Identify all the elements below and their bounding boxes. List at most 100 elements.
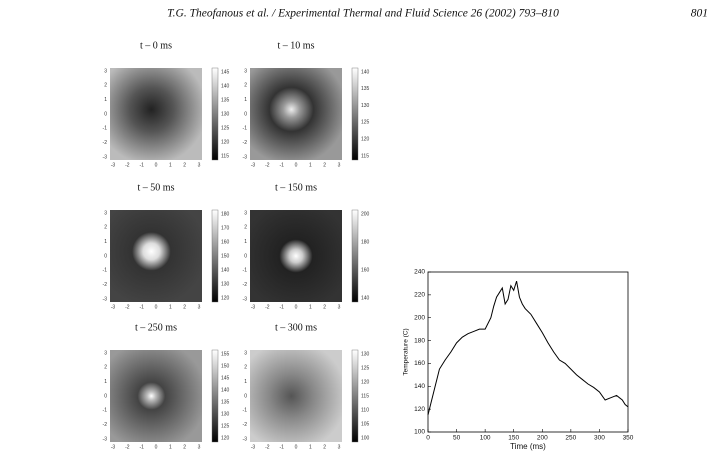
heatmap-image — [250, 350, 342, 442]
image-y-tick-label: 3 — [244, 68, 247, 74]
image-x-tick-label: 0 — [155, 162, 158, 168]
image-y-tick-label: -1 — [103, 268, 108, 274]
y-axis-label: Temperature (C) — [403, 328, 410, 375]
colorbar-tick-label: 140 — [221, 387, 230, 393]
colorbar-tick-label: 140 — [221, 267, 230, 273]
image-x-tick-label: -2 — [265, 444, 270, 450]
x-tick-label: 350 — [623, 435, 634, 442]
image-x-tick-label: 0 — [295, 444, 298, 450]
colorbar-tick-label: 135 — [221, 97, 230, 103]
colorbar-tick-label: 110 — [361, 407, 369, 413]
colorbar-tick-label: 135 — [221, 399, 230, 405]
image-x-tick-label: 2 — [183, 444, 186, 450]
image-x-tick-label: 3 — [198, 304, 201, 310]
image-y-tick-label: 2 — [244, 225, 247, 231]
data-line — [427, 280, 629, 415]
image-x-tick-label: 1 — [169, 444, 172, 450]
x-tick-label: 150 — [508, 435, 519, 442]
colorbar — [211, 67, 219, 161]
image-y-tick-label: -1 — [243, 268, 248, 274]
image-x-tick-label: 3 — [338, 162, 341, 168]
image-x-tick-label: -1 — [139, 304, 144, 310]
image-x-tick-label: -3 — [111, 444, 116, 450]
y-tick-label: 160 — [414, 360, 425, 367]
colorbar-tick-label: 120 — [361, 379, 370, 385]
y-tick-label: 180 — [414, 337, 425, 344]
colorbar-tick-label: 130 — [221, 111, 230, 117]
image-x-tick-label: 1 — [169, 304, 172, 310]
panel-title: t – 50 ms — [138, 182, 175, 193]
image-x-tick-label: 0 — [155, 444, 158, 450]
colorbar-tick-label: 130 — [361, 103, 370, 109]
plot-frame — [427, 271, 629, 433]
image-x-tick-label: 1 — [309, 444, 312, 450]
colorbar — [351, 209, 359, 303]
x-tick-label: 250 — [565, 435, 576, 442]
colorbar-tick-label: 125 — [221, 125, 230, 131]
y-tick-label: 200 — [414, 314, 425, 321]
heatmap-image — [110, 210, 202, 302]
image-x-tick-label: 0 — [295, 304, 298, 310]
colorbar-tick-label: 140 — [221, 83, 230, 89]
image-x-tick-label: -3 — [251, 304, 256, 310]
image-x-tick-label: 2 — [323, 304, 326, 310]
image-y-tick-label: -1 — [103, 408, 108, 414]
colorbar-tick-label: 145 — [221, 69, 230, 75]
image-y-tick-label: -1 — [243, 126, 248, 132]
image-x-tick-label: 0 — [295, 162, 298, 168]
heatmap-image — [250, 68, 342, 160]
image-y-tick-label: -2 — [243, 282, 248, 288]
colorbar-tick-label: 105 — [361, 421, 370, 427]
panel-title: t – 10 ms — [278, 40, 315, 51]
colorbar-tick-label: 160 — [221, 239, 230, 245]
image-y-tick-label: 0 — [244, 111, 247, 117]
image-x-tick-label: 1 — [309, 304, 312, 310]
x-tick-label: 0 — [426, 435, 430, 442]
image-y-tick-label: -2 — [243, 140, 248, 146]
colorbar-tick-label: 180 — [361, 239, 370, 245]
colorbar-tick-label: 200 — [361, 211, 370, 217]
image-y-tick-label: -3 — [243, 296, 248, 302]
colorbar-tick-label: 180 — [221, 211, 230, 217]
image-y-tick-label: 2 — [104, 83, 107, 89]
panel-title: t – 150 ms — [275, 182, 317, 193]
colorbar-tick-label: 145 — [221, 375, 230, 381]
colorbar-tick-label: 130 — [221, 411, 230, 417]
colorbar-tick-label: 135 — [361, 86, 370, 92]
image-y-tick-label: 3 — [104, 350, 107, 356]
image-x-tick-label: -3 — [251, 162, 256, 168]
image-x-tick-label: 3 — [338, 304, 341, 310]
colorbar — [351, 67, 359, 161]
image-x-tick-label: -3 — [251, 444, 256, 450]
image-y-tick-label: -1 — [103, 126, 108, 132]
colorbar-tick-label: 160 — [361, 267, 370, 273]
colorbar-tick-label: 120 — [361, 137, 370, 143]
image-y-tick-label: 2 — [104, 365, 107, 371]
image-y-tick-label: 0 — [244, 253, 247, 259]
x-tick-label: 200 — [537, 435, 548, 442]
colorbar-tick-label: 150 — [221, 253, 230, 259]
image-y-tick-label: 0 — [244, 393, 247, 399]
heatmap-image — [110, 350, 202, 442]
image-y-tick-label: -2 — [103, 422, 108, 428]
colorbar — [351, 349, 359, 443]
image-y-tick-label: -3 — [243, 436, 248, 442]
image-x-tick-label: -3 — [111, 304, 116, 310]
image-y-tick-label: 2 — [244, 83, 247, 89]
panel-title: t – 300 ms — [275, 322, 317, 333]
colorbar — [211, 209, 219, 303]
image-y-tick-label: -3 — [103, 436, 108, 442]
image-x-tick-label: 0 — [155, 304, 158, 310]
colorbar-tick-label: 125 — [361, 365, 370, 371]
x-tick-label: 100 — [480, 435, 491, 442]
image-x-tick-label: 1 — [309, 162, 312, 168]
image-x-tick-label: -2 — [265, 162, 270, 168]
image-y-tick-label: -3 — [243, 154, 248, 160]
panel-title: t – 0 ms — [140, 40, 172, 51]
image-y-tick-label: 1 — [104, 97, 107, 103]
image-x-tick-label: 2 — [183, 162, 186, 168]
colorbar-tick-label: 100 — [361, 435, 370, 441]
y-tick-label: 140 — [414, 383, 425, 390]
